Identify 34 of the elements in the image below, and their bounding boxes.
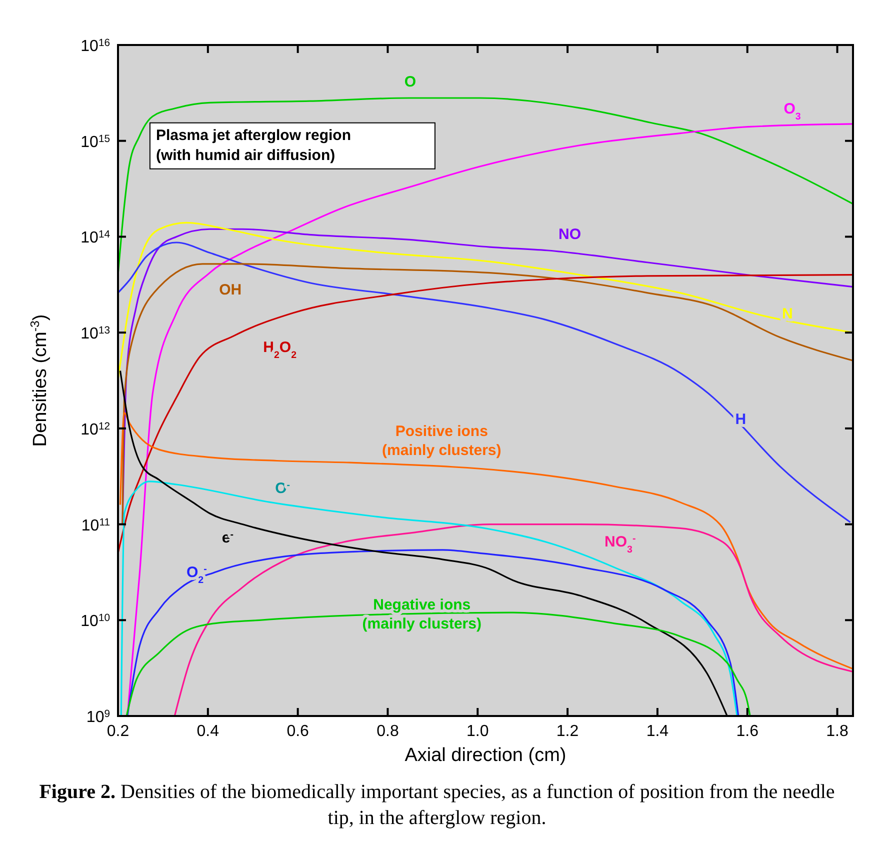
text: Densities of the biomedically important species, as a function of position from the needle tip, in the afterglow region. <box>120 781 835 829</box>
series-label: Negative ions (mainly clusters) <box>362 596 482 632</box>
y-tick-label: 10$^{16}$ <box>80 38 110 55</box>
x-tick-label: 1.8 <box>826 723 848 740</box>
series-label: NO <box>558 226 582 243</box>
y-tick-label: 10$^{13}$ <box>80 325 110 343</box>
x-axis-title: Axial direction (cm) <box>404 745 566 766</box>
x-tick-label: 0.8 <box>376 723 399 740</box>
line-series <box>174 523 853 716</box>
x-tick-label: 0.2 <box>106 723 130 740</box>
line-series <box>119 412 853 670</box>
y-tick-label: 10$^{12}$ <box>80 420 110 438</box>
series-label: O$_{3}$ <box>784 100 802 122</box>
series-label: OH <box>219 281 242 298</box>
x-tick-label: 0.4 <box>196 723 220 740</box>
series-label: O <box>404 73 416 90</box>
x-tick-label: 1.6 <box>736 723 759 740</box>
y-tick-label: 10$^{15}$ <box>80 133 110 151</box>
y-tick-label: 10$^{11}$ <box>81 516 110 534</box>
y-tick-label: 10$^{10}$ <box>80 612 110 630</box>
line-series <box>126 612 751 716</box>
y-tick-label: 10$^{9}$ <box>86 708 110 726</box>
x-tick-label: 1.0 <box>466 723 489 740</box>
line-series <box>120 480 738 716</box>
y-tick-label: 10$^{14}$ <box>80 229 110 247</box>
series-label: Positive ions (mainly clusters) <box>382 422 502 459</box>
caption: Figure 2. <box>39 781 116 803</box>
series-label: H$_{2}$O$_{2}$ <box>263 338 298 360</box>
series-label: N <box>782 305 793 322</box>
x-tick-label: 1.2 <box>556 723 579 740</box>
x-tick-label: 1.4 <box>646 723 669 740</box>
annotation: Plasma jet afterglow region (with humid air diffusion) <box>156 126 352 164</box>
text-box: Plasma jet afterglow region (with humid air diffusion) <box>149 122 436 170</box>
x-tick-label: 0.6 <box>286 723 310 740</box>
